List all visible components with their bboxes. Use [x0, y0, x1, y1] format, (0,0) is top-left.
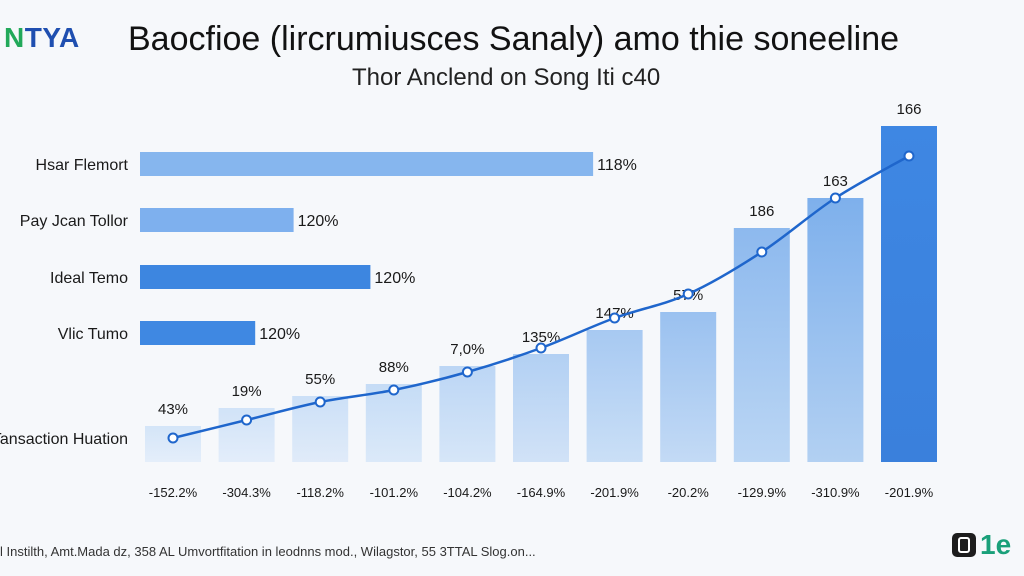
badge-icon	[952, 533, 976, 557]
vbar	[145, 426, 201, 462]
trend-point	[756, 246, 768, 258]
x-tick-label: -304.3%	[222, 485, 271, 500]
hbar-value-label: 120%	[298, 213, 339, 230]
hbar-category-label: Hsar Flemort	[36, 157, 129, 174]
hbar	[140, 321, 256, 345]
hbar-category-label: Ideal Temo	[50, 270, 128, 287]
vbar-value-label: 186	[749, 203, 774, 220]
corner-badge: 1e	[952, 530, 1011, 560]
vbar	[439, 366, 496, 462]
vbar-value-label: 166	[896, 101, 921, 118]
x-tick-label: -129.9%	[738, 485, 787, 500]
logo-first-letter: N	[4, 22, 25, 53]
trend-point	[241, 414, 253, 426]
horizontal-bar-chart: Hsar Flemort 118% Pay Jcan Tollor 120% Ideal…	[0, 152, 637, 448]
hbar-value-label: 120%	[259, 326, 300, 343]
vbar	[733, 228, 790, 462]
vbar	[586, 330, 643, 462]
x-tick-label: -118.2%	[296, 485, 344, 500]
vbar	[807, 198, 864, 462]
logo-rest: TYA	[24, 22, 80, 53]
footer-note: l Instilth, Amt.Mada dz, 358 AL Umvortfi…	[0, 544, 536, 559]
x-tick-label: -201.9%	[885, 485, 934, 500]
hbar	[140, 152, 594, 176]
vbar	[881, 126, 937, 462]
trend-point	[388, 384, 400, 396]
x-tick-label: -201.9%	[590, 485, 639, 500]
trend-line-series	[167, 150, 915, 444]
vbar-value-label: 55%	[305, 371, 335, 388]
x-tick-label: -101.2%	[370, 485, 419, 500]
vbar	[513, 354, 569, 462]
x-axis-ticks: -152.2% -304.3% -118.2% -101.2% -104.2% -164.…	[149, 485, 934, 500]
brand-logo: NTYA	[4, 22, 80, 54]
trend-point	[314, 396, 326, 408]
trend-point	[167, 432, 179, 444]
vbar	[660, 312, 717, 462]
vbar-value-label: 19%	[232, 383, 262, 400]
x-tick-label: -164.9%	[517, 485, 566, 500]
chart-subtitle: Thor Anclend on Song Iti c40	[352, 64, 661, 91]
vbar-value-label: 88%	[379, 359, 409, 376]
hbar-category-label: Pay Jcan Tollor	[20, 213, 129, 230]
x-tick-label: -20.2%	[668, 485, 710, 500]
trend-point	[829, 192, 841, 204]
trend-point	[609, 312, 621, 324]
trend-point	[461, 366, 473, 378]
badge-text: 1e	[980, 529, 1012, 560]
hbar-value-label: 120%	[374, 270, 415, 287]
x-tick-label: -104.2%	[443, 485, 492, 500]
chart-title: Baocfioe (lircrumiusces Sanaly) amo thie…	[128, 20, 900, 58]
x-tick-label: -152.2%	[149, 485, 198, 500]
vbar-value-label: 163	[823, 173, 848, 190]
hbar-category-label: Vlic Tumo	[58, 326, 128, 343]
trend-point	[535, 342, 547, 354]
vbar	[365, 384, 422, 462]
hbar-category-label: Tansaction Huation	[0, 431, 128, 448]
x-tick-label: -310.9%	[811, 485, 860, 500]
trend-point	[682, 288, 694, 300]
vbar-value-label: 7,0%	[450, 341, 484, 358]
trend-point	[903, 150, 915, 162]
hbar	[140, 208, 294, 232]
hbar-value-label: 118%	[597, 157, 637, 174]
hbar	[140, 265, 371, 289]
vbar-value-label: 43%	[158, 401, 188, 418]
vbar-value-label: 135%	[522, 329, 560, 346]
